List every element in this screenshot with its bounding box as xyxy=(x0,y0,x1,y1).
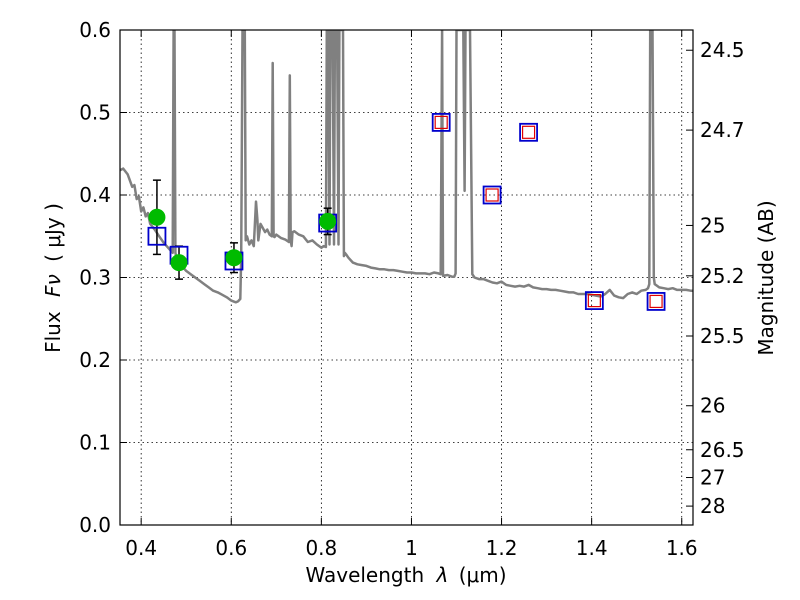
y-axis-unit: ( μJy ) xyxy=(41,203,65,262)
x-tick-label: 0.6 xyxy=(215,536,247,560)
series-layer xyxy=(120,30,693,304)
y2-axis-title: Magnitude (AB) xyxy=(754,200,778,355)
model-photometry-square xyxy=(431,113,451,132)
model-photometry-square xyxy=(519,122,538,142)
x-tick-label: 1.6 xyxy=(666,536,698,560)
x-tick-label: 0.8 xyxy=(305,536,337,560)
y-axis-label: Flux xyxy=(41,311,65,353)
mag-tick-label: 25.5 xyxy=(700,324,745,348)
upper-limit-square xyxy=(485,188,499,202)
observed-photometry-point xyxy=(225,249,243,267)
upper-limit-square xyxy=(434,115,448,130)
mag-tick-label: 25.2 xyxy=(700,264,745,288)
mag-tick-label: 27 xyxy=(700,466,725,490)
mag-tick-label: 26 xyxy=(700,394,725,418)
tick-labels: 0.4 0.6 0.8 1 1.2 1.4 1.6 0.0 0.1 0.2 0.3 0.4 0.5 0.6… xyxy=(79,18,744,560)
x-tick-label: 1.2 xyxy=(486,536,518,560)
marker-layer xyxy=(147,113,666,311)
x-axis-title: Wavelength λ (μm) xyxy=(305,563,506,587)
mag-tick-label: 28 xyxy=(700,494,725,518)
x-tick-label: 1 xyxy=(405,536,418,560)
observed-photometry-point xyxy=(319,212,337,230)
y-tick-label: 0.4 xyxy=(79,183,111,207)
y-tick-label: 0.3 xyxy=(79,266,111,290)
upper-limit-square xyxy=(587,294,601,308)
spectrum-line xyxy=(120,30,693,304)
y-axis-title: Flux Fν ( μJy ) xyxy=(41,203,65,353)
model-photometry-square xyxy=(646,292,666,311)
y-axis-symbol: Fν xyxy=(41,274,65,297)
y-tick-label: 0.6 xyxy=(79,18,111,42)
y-tick-label: 0.2 xyxy=(79,348,111,372)
grid xyxy=(120,29,693,526)
x-tick-label: 1.4 xyxy=(576,536,608,560)
model-photometry-square xyxy=(147,226,167,246)
mag-tick-label: 24.7 xyxy=(700,118,745,142)
x-tick-label: 0.4 xyxy=(125,536,157,560)
mag-tick-label: 25 xyxy=(700,213,725,237)
mag-tick-label: 24.5 xyxy=(700,38,745,62)
y-tick-label: 0.0 xyxy=(79,513,111,537)
upper-limit-square xyxy=(521,125,536,139)
x-axis-unit: (μm) xyxy=(459,563,507,587)
model-photometry-square xyxy=(584,291,604,311)
y-tick-label: 0.1 xyxy=(79,431,111,455)
ticks xyxy=(120,29,693,526)
observed-photometry-point xyxy=(170,254,188,272)
upper-limit-square xyxy=(649,294,663,309)
x-axis-label: Wavelength xyxy=(305,563,424,587)
y-tick-label: 0.5 xyxy=(79,101,111,125)
mag-tick-label: 26.5 xyxy=(700,438,745,462)
x-axis-symbol: λ xyxy=(436,563,449,587)
model-photometry-square xyxy=(482,185,502,205)
observed-photometry-point xyxy=(148,208,166,226)
